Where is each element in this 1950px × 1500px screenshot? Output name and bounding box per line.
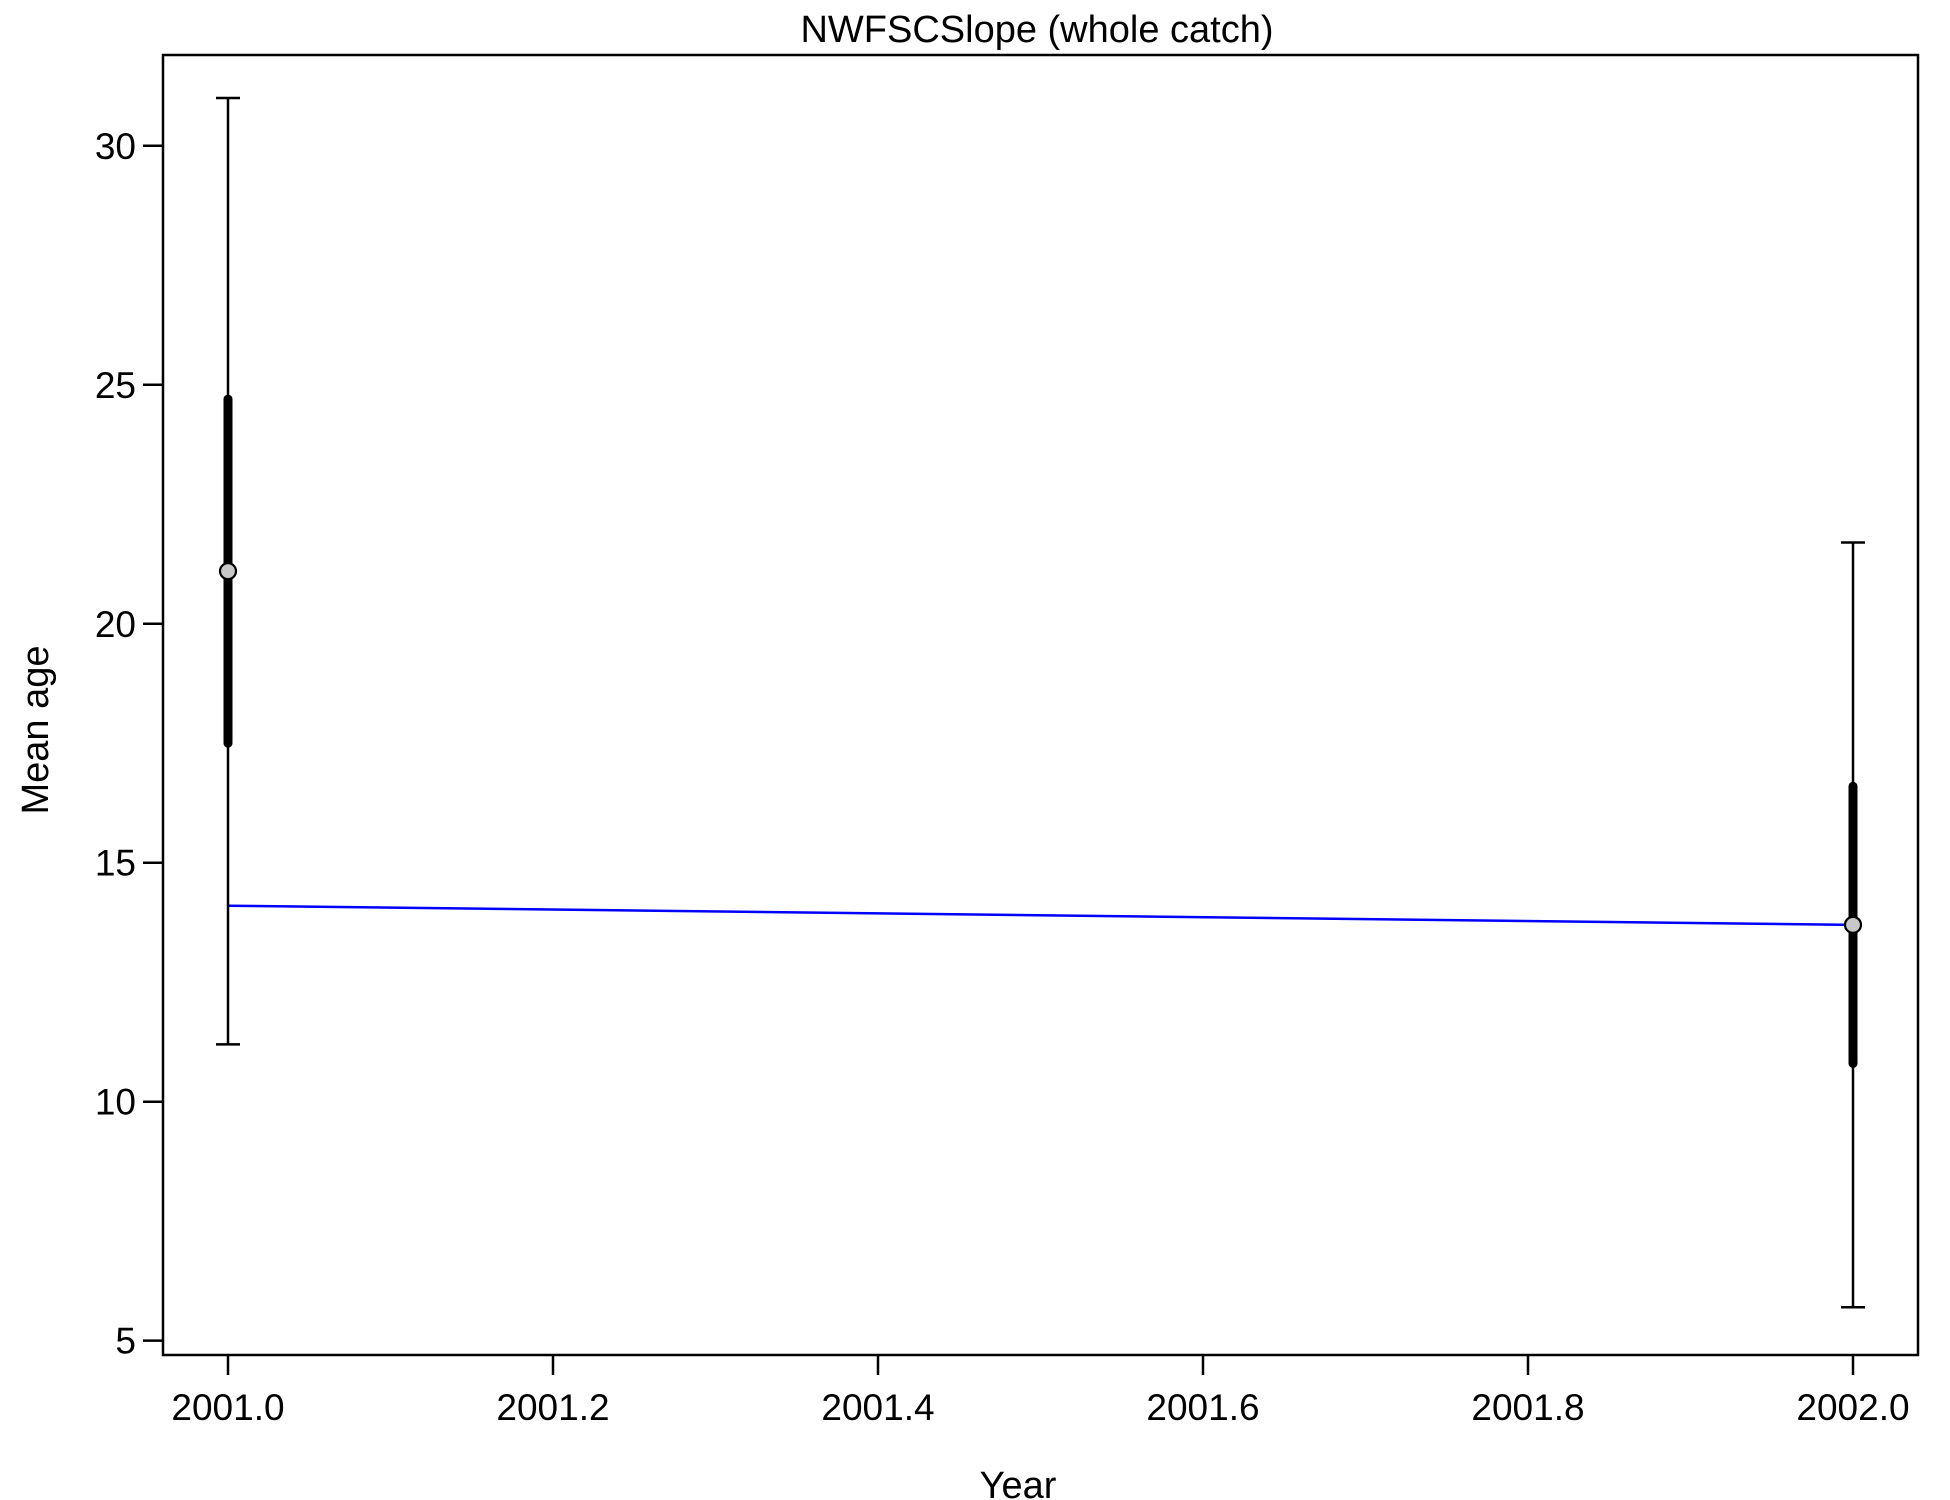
y-tick-label: 5 (115, 1321, 136, 1362)
y-tick-label: 15 (95, 843, 136, 884)
observed-series (216, 96, 1865, 1309)
x-tick-label: 2001.4 (821, 1387, 934, 1428)
observation (1841, 541, 1865, 1309)
y-axis-title: Mean age (15, 645, 57, 814)
plot-frame (161, 53, 1920, 1357)
x-axis-title: Year (980, 1465, 1057, 1500)
x-tick-label: 2002.0 (1796, 1387, 1909, 1428)
x-tick-label: 2001.8 (1471, 1387, 1584, 1428)
x-tick-label: 2001.6 (1146, 1387, 1259, 1428)
x-tick-label: 2001.0 (171, 1387, 284, 1428)
expected-series (227, 904, 1854, 927)
mean-point (1843, 915, 1863, 934)
y-tick-label: 30 (95, 126, 136, 167)
expected-line (227, 904, 1854, 927)
y-tick-label: 20 (95, 604, 136, 645)
x-tick-label: 2001.2 (496, 1387, 609, 1428)
x-axis: 2001.0 2001.2 2001.4 2001.6 2001.8 2002.0 (171, 1355, 1910, 1428)
y-tick-label: 10 (95, 1082, 136, 1123)
mean-point (218, 562, 238, 581)
y-axis: 5 10 15 20 25 30 (95, 126, 163, 1362)
y-tick-label: 25 (95, 365, 136, 406)
observation (216, 96, 240, 1046)
chart-title: NWFSCSlope (whole catch) (800, 9, 1273, 51)
